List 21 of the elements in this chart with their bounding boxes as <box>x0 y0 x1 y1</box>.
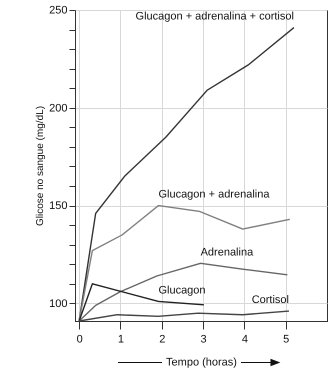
series-label: Adrenalina <box>200 246 254 258</box>
x-axis-title: Tempo (horas) <box>166 356 237 368</box>
y-tick-label: 100 <box>49 298 68 310</box>
line-series <box>78 283 205 322</box>
line-series <box>78 310 290 322</box>
y-tick-label: 150 <box>49 200 68 212</box>
series-label: Glucagon + adrenalina + cortisol <box>136 10 294 23</box>
series-label: Cortisol <box>252 294 289 306</box>
x-tick-label: 4 <box>242 334 248 346</box>
x-tick-label: 3 <box>200 334 207 346</box>
x-tick-label: 5 <box>283 334 290 346</box>
line-series <box>78 262 288 322</box>
series-label: Glucagon <box>158 284 206 296</box>
x-tick-label: 0 <box>76 334 83 346</box>
y-tick-label: 200 <box>49 102 68 114</box>
x-tick-label: 2 <box>159 334 166 346</box>
y-axis-title: Glicose no sangue (mg/dL) <box>35 106 46 226</box>
series-label: Glucagon + adrenalina <box>158 188 270 201</box>
line-series <box>78 204 291 322</box>
x-tick-label: 1 <box>118 334 124 346</box>
y-tick-label: 250 <box>49 4 68 16</box>
